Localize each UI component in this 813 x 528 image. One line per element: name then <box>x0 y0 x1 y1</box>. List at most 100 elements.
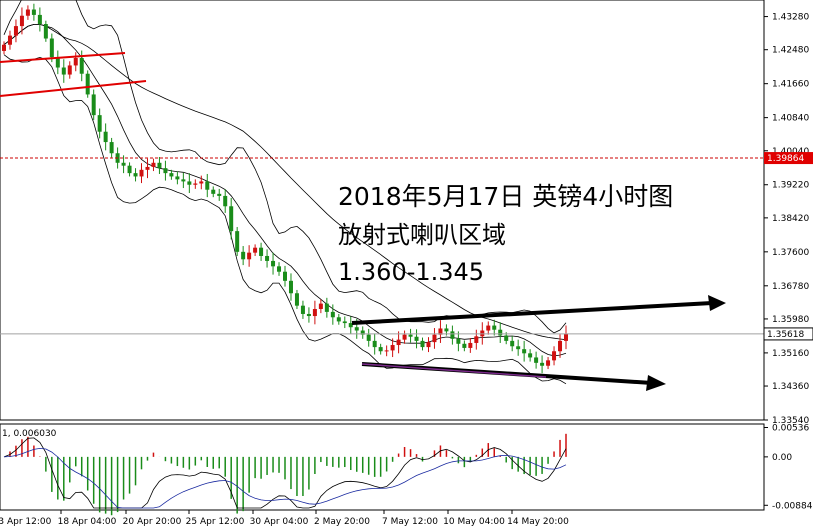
candle-body <box>31 9 36 15</box>
time-tick-label: 2 May 20:00 <box>314 517 370 527</box>
candle-body <box>19 15 24 27</box>
candle-body <box>324 303 329 312</box>
candle-body <box>402 334 407 340</box>
candle-body <box>486 325 491 331</box>
candle-body <box>306 313 311 317</box>
candle-body <box>522 349 527 354</box>
candle-body <box>37 14 42 25</box>
candle-body <box>378 347 383 352</box>
candle-body <box>229 206 234 232</box>
candle-body <box>510 340 515 347</box>
current-price-label: 1.35618 <box>767 330 804 340</box>
candle-body <box>516 346 521 350</box>
candle-body <box>13 26 18 36</box>
candle-body <box>193 183 198 185</box>
candle-body <box>462 343 467 348</box>
candle-body <box>450 331 455 339</box>
candle-body <box>223 195 228 207</box>
trendlines <box>0 52 726 391</box>
osc-signal-line <box>3 447 567 509</box>
candle-body <box>61 67 66 75</box>
time-tick-label: 20 Apr 20:00 <box>123 517 182 527</box>
candle-body <box>7 35 12 45</box>
candle-body <box>372 340 377 348</box>
candle-body <box>121 162 126 166</box>
arrowhead-lower <box>646 375 666 391</box>
candle-body <box>103 131 108 143</box>
candle-body <box>384 350 389 352</box>
time-tick-label: 25 Apr 12:00 <box>186 517 245 527</box>
candle-body <box>312 308 317 317</box>
middle-band <box>3 24 567 357</box>
lower-band <box>3 54 567 385</box>
candle-body <box>456 338 461 344</box>
reference-price-tag: 1.39864 <box>764 152 813 165</box>
candle-body <box>175 176 180 180</box>
oscillator-label: 1, 0.006030 <box>2 429 57 439</box>
candle-body <box>157 162 162 169</box>
annotation-range: 1.360-1.345 <box>338 258 484 286</box>
candle-body <box>348 323 353 328</box>
candle-body <box>133 173 138 177</box>
price-axis: 1.43280 1.42480 1.41660 1.40840 1.40040 1.392… <box>764 13 809 426</box>
candle-body <box>390 345 395 351</box>
candle-body <box>414 336 419 341</box>
candle-body <box>139 169 144 177</box>
price-tick-label: 1.36780 <box>772 282 809 292</box>
candle-body <box>43 24 48 39</box>
candle-body <box>271 260 276 267</box>
candle-body <box>336 317 341 322</box>
candle-body <box>145 166 150 170</box>
price-tick-label: 1.42480 <box>772 46 809 56</box>
price-tick-label: 1.37600 <box>772 248 809 258</box>
candle-body <box>528 353 533 358</box>
candle-body <box>73 57 78 66</box>
price-tick-label: 1.33540 <box>772 416 809 426</box>
annotation-title: 2018年5月17日 英镑4小时图 <box>338 182 673 211</box>
candle-body <box>79 57 84 74</box>
candle-body <box>259 247 264 256</box>
arrowhead-upper <box>708 295 726 311</box>
price-tick-label: 1.40040 <box>772 147 809 157</box>
candle-body <box>552 351 557 361</box>
time-tick-label: 18 Apr 04:00 <box>58 517 117 527</box>
oscillator-panel: 0.00536 0.00 -0.00884 <box>3 424 813 516</box>
candle-body <box>109 142 114 154</box>
candle-body <box>474 336 479 343</box>
candle-body <box>265 255 270 261</box>
candle-body <box>330 311 335 318</box>
time-tick-label: 14 May 20:00 <box>507 517 569 527</box>
candle-body <box>360 330 365 335</box>
candle-body <box>396 339 401 346</box>
candle-body <box>492 325 497 330</box>
candle-body <box>534 357 539 363</box>
candle-body <box>558 340 563 352</box>
price-tick-label: 1.38420 <box>772 214 809 224</box>
candle-body <box>420 340 425 348</box>
candle-body <box>97 115 102 132</box>
candle-body <box>408 334 413 337</box>
candle-body <box>342 321 347 324</box>
candle-body <box>187 181 192 185</box>
time-tick-label: 30 Apr 04:00 <box>250 517 309 527</box>
price-tick-label: 1.39220 <box>772 181 809 191</box>
candle-body <box>318 303 323 309</box>
candle-body <box>67 65 72 75</box>
candle-body <box>354 327 359 331</box>
candle-body <box>247 252 252 260</box>
candle-body <box>205 181 210 190</box>
purple-support-line <box>361 363 547 378</box>
candle-body <box>498 329 503 336</box>
red-trendline-upper <box>0 52 126 63</box>
price-tick-label: 1.35160 <box>772 349 809 359</box>
candle-body <box>253 247 258 253</box>
osc-tick-label: 0.00 <box>772 453 792 463</box>
annotation-pattern: 放射式喇叭区域 <box>338 221 506 249</box>
candle-body <box>300 305 305 314</box>
candle-body <box>91 94 96 116</box>
candle-body <box>283 271 287 281</box>
candle-body <box>540 362 545 366</box>
candle-body <box>181 179 186 182</box>
time-tick-label: 13 Apr 12:00 <box>0 517 52 527</box>
candle-body <box>546 360 551 366</box>
